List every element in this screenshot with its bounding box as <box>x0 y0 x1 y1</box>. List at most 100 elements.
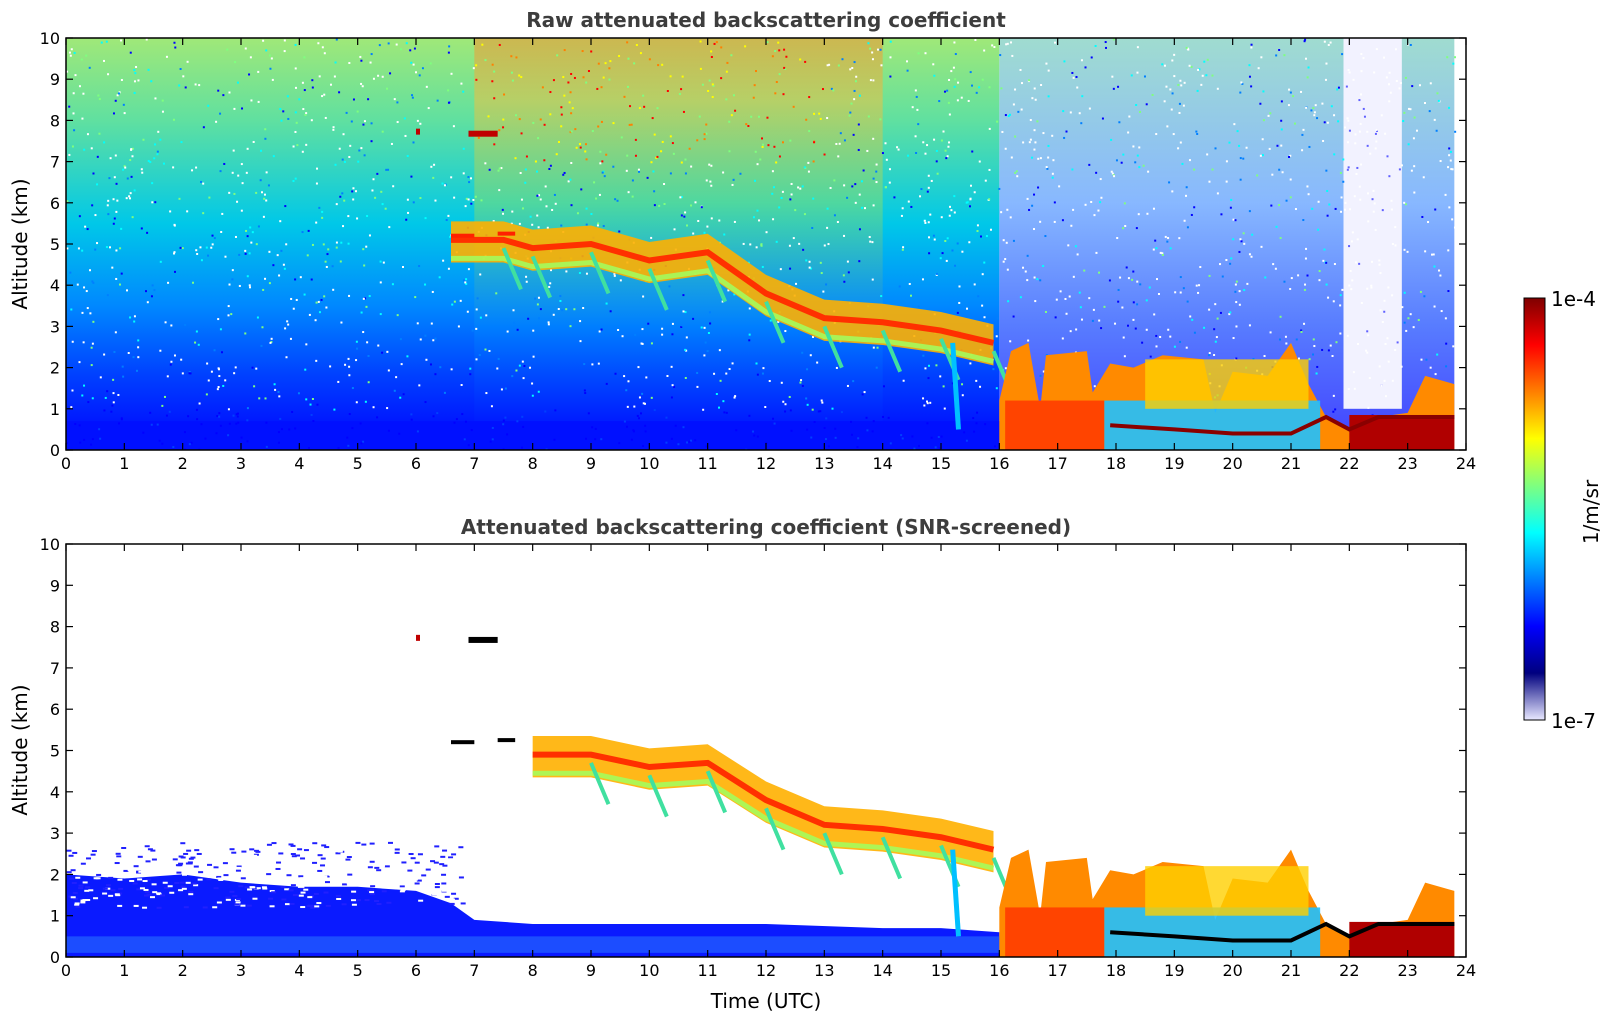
noise-pixel <box>355 899 361 902</box>
noise-pixel <box>1436 353 1439 356</box>
noise-pixel <box>425 85 428 88</box>
noise-pixel <box>1007 300 1010 303</box>
noise-pixel <box>352 98 355 101</box>
noise-pixel <box>1110 138 1113 141</box>
noise-pixel <box>414 861 420 864</box>
noise-pixel <box>283 856 289 859</box>
noise-pixel <box>663 183 666 186</box>
noise-pixel <box>231 851 237 854</box>
y-axis-label: Altitude (km) <box>8 684 32 815</box>
noise-pixel <box>837 155 840 158</box>
noise-pixel <box>405 218 408 221</box>
noise-pixel <box>579 146 582 149</box>
noise-pixel <box>336 897 342 900</box>
high-cloud <box>468 130 498 137</box>
noise-pixel <box>156 906 162 909</box>
noise-pixel <box>235 413 238 416</box>
noise-pixel <box>264 851 270 854</box>
noise-pixel <box>1198 284 1201 287</box>
noise-pixel <box>322 243 325 246</box>
noise-pixel <box>1413 116 1416 119</box>
noise-pixel <box>315 359 318 362</box>
noise-pixel <box>679 196 682 199</box>
noise-pixel <box>539 308 542 311</box>
y-tick-label: 2 <box>50 865 60 884</box>
noise-pixel <box>118 422 121 425</box>
noise-pixel <box>248 865 254 868</box>
noise-pixel <box>1228 141 1231 144</box>
noise-pixel <box>236 412 239 415</box>
noise-pixel <box>720 46 723 49</box>
noise-pixel <box>315 182 318 185</box>
noise-pixel <box>559 299 562 302</box>
noise-pixel <box>128 197 131 200</box>
noise-pixel <box>370 893 376 896</box>
noise-pixel <box>502 118 505 121</box>
noise-pixel <box>297 848 303 851</box>
noise-pixel <box>976 224 979 227</box>
noise-pixel <box>1152 248 1155 251</box>
noise-pixel <box>123 869 129 872</box>
noise-pixel <box>404 134 407 137</box>
noise-pixel <box>1159 251 1162 254</box>
noise-pixel <box>1305 106 1308 109</box>
noise-pixel <box>265 49 268 52</box>
noise-pixel <box>1248 253 1251 256</box>
noise-pixel <box>1137 213 1140 216</box>
noise-pixel <box>218 412 221 415</box>
noise-pixel <box>232 414 235 417</box>
noise-pixel <box>1145 299 1148 302</box>
noise-pixel <box>394 851 400 854</box>
noise-pixel <box>69 877 75 880</box>
noise-pixel <box>819 261 822 264</box>
virga-streak <box>764 807 786 851</box>
noise-pixel <box>1009 340 1012 343</box>
noise-pixel <box>133 320 136 323</box>
noise-pixel <box>806 368 809 371</box>
noise-pixel <box>414 882 420 885</box>
noise-pixel <box>396 121 399 124</box>
noise-pixel <box>137 346 140 349</box>
noise-pixel <box>694 439 697 442</box>
x-tick-label: 3 <box>236 961 246 980</box>
noise-pixel <box>618 442 621 445</box>
virga-streak <box>950 342 961 430</box>
noise-pixel <box>520 132 523 135</box>
noise-pixel <box>680 196 683 199</box>
noise-pixel <box>108 246 111 249</box>
noise-pixel <box>280 119 283 122</box>
noise-pixel <box>323 93 326 96</box>
noise-pixel <box>515 56 518 59</box>
noise-pixel <box>457 325 460 328</box>
noise-pixel <box>930 179 933 182</box>
noise-pixel <box>1189 315 1192 318</box>
noise-pixel <box>436 868 442 871</box>
noise-pixel <box>447 101 450 104</box>
noise-pixel <box>643 105 646 108</box>
noise-pixel <box>1385 76 1388 79</box>
noise-pixel <box>491 63 494 66</box>
noise-pixel <box>410 175 413 178</box>
noise-pixel <box>165 55 168 58</box>
noise-pixel <box>1306 76 1309 79</box>
noise-pixel <box>284 205 287 208</box>
noise-pixel <box>114 893 120 896</box>
noise-pixel <box>249 56 252 59</box>
noise-pixel <box>138 870 144 873</box>
x-tick-label: 19 <box>1164 454 1184 473</box>
noise-pixel <box>273 383 276 386</box>
noise-pixel <box>107 199 110 202</box>
noise-pixel <box>1062 110 1065 113</box>
noise-pixel <box>1342 180 1345 183</box>
noise-pixel <box>857 123 860 126</box>
noise-pixel <box>381 890 387 893</box>
noise-pixel <box>672 152 675 155</box>
noise-pixel <box>429 62 432 65</box>
noise-pixel <box>1328 203 1331 206</box>
noise-pixel <box>782 93 785 96</box>
noise-pixel <box>1178 111 1181 114</box>
noise-pixel <box>470 202 473 205</box>
noise-pixel <box>1264 276 1267 279</box>
noise-pixel <box>954 264 957 267</box>
noise-pixel <box>569 91 572 94</box>
